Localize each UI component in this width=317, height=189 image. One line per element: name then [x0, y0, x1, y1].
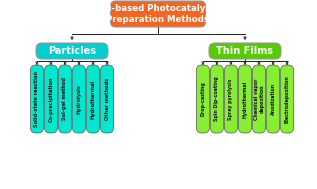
FancyBboxPatch shape: [100, 65, 113, 133]
Text: Sol-gel method: Sol-gel method: [62, 77, 68, 121]
FancyBboxPatch shape: [281, 65, 294, 133]
Text: Drop-casting: Drop-casting: [200, 82, 205, 116]
Text: Hydrolysis: Hydrolysis: [76, 84, 81, 114]
FancyBboxPatch shape: [210, 65, 223, 133]
Text: Other methods: Other methods: [105, 78, 110, 120]
Text: Spray pyrolysis: Spray pyrolysis: [229, 78, 233, 120]
FancyBboxPatch shape: [196, 65, 210, 133]
FancyBboxPatch shape: [209, 43, 281, 59]
FancyBboxPatch shape: [238, 65, 251, 133]
Text: Particles: Particles: [48, 46, 96, 56]
Text: Co-precipitation: Co-precipitation: [49, 76, 54, 122]
FancyBboxPatch shape: [36, 43, 108, 59]
FancyBboxPatch shape: [224, 65, 237, 133]
Text: Chemical vapor
deposition: Chemical vapor deposition: [254, 78, 264, 120]
FancyBboxPatch shape: [111, 1, 205, 27]
FancyBboxPatch shape: [267, 65, 280, 133]
FancyBboxPatch shape: [253, 65, 266, 133]
FancyBboxPatch shape: [87, 65, 100, 133]
FancyBboxPatch shape: [58, 65, 71, 133]
Text: Hydrothermal: Hydrothermal: [91, 79, 95, 119]
Text: Thin Films: Thin Films: [217, 46, 274, 56]
Text: Solid-state reaction: Solid-state reaction: [35, 71, 39, 127]
Text: Anodization: Anodization: [271, 83, 275, 115]
FancyBboxPatch shape: [30, 65, 43, 133]
Text: Hydrothermal: Hydrothermal: [243, 80, 248, 118]
Text: Electrodeposition: Electrodeposition: [285, 75, 290, 123]
Text: Bi-based Photocatalyst
Preparation Methods: Bi-based Photocatalyst Preparation Metho…: [102, 4, 214, 24]
Text: Spin Dip-coating: Spin Dip-coating: [214, 77, 219, 121]
FancyBboxPatch shape: [73, 65, 86, 133]
FancyBboxPatch shape: [44, 65, 57, 133]
